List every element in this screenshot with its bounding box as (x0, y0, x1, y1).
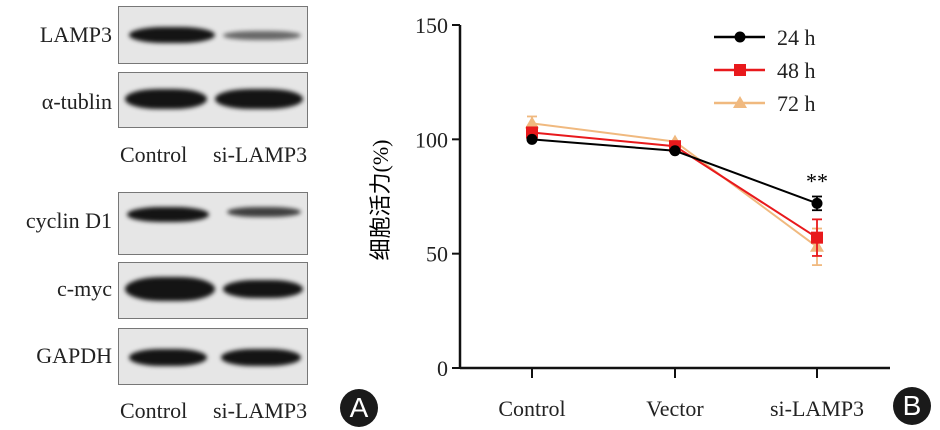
chart-series (525, 115, 824, 267)
chart-legend: 24 h 48 h 72 h (714, 25, 816, 116)
legend-label: 24 h (777, 25, 816, 50)
y-tick-label: 50 (426, 242, 448, 267)
blot-alpha-tublin (118, 72, 308, 128)
blot-cyclin-d1 (118, 192, 308, 255)
lane-label-control-2: Control (120, 398, 188, 423)
band-lamp3-control (129, 27, 215, 43)
legend-label: 72 h (777, 91, 816, 116)
x-tick-label: Control (498, 396, 565, 421)
series-24h (526, 133, 823, 212)
panel-badge-a: A (340, 389, 378, 427)
data-point-circle (526, 133, 538, 145)
series-72h (525, 115, 824, 267)
lane-label-control-1: Control (120, 142, 188, 167)
band-gapdh-si (221, 349, 301, 366)
lane-label-si-1: si-LAMP3 (213, 142, 308, 167)
lane-label-si-2: si-LAMP3 (213, 398, 308, 423)
band-lamp3-si (223, 31, 301, 40)
data-point-circle (811, 197, 823, 209)
significance-annotation: ** (806, 169, 828, 194)
y-tick-label: 0 (437, 356, 448, 381)
data-point-circle (669, 145, 681, 157)
x-tick-label: si-LAMP3 (770, 396, 864, 421)
legend-item-72h: 72 h (714, 91, 816, 116)
data-point-square (811, 231, 823, 244)
band-cyclin-si (227, 207, 301, 217)
band-cmyc-control (125, 277, 215, 301)
panel-badge-b: B (893, 387, 931, 425)
data-point-circle (734, 31, 746, 43)
band-cyclin-control (127, 207, 209, 222)
blot-label-cyclin-d1: cyclin D1 (25, 208, 112, 233)
blot-label-gapdh: GAPDH (36, 343, 112, 368)
blot-label-c-myc: c-myc (57, 276, 112, 301)
y-tick-label: 100 (415, 127, 448, 152)
data-point-square (526, 126, 538, 139)
x-tick-label: Vector (646, 396, 704, 421)
band-tublin-control (125, 89, 207, 109)
blot-lamp3 (118, 6, 308, 64)
blot-label-alpha-tublin: α-tublin (41, 89, 112, 114)
band-tublin-si (215, 89, 303, 109)
data-point-triangle (733, 96, 747, 108)
blot-label-lamp3: LAMP3 (39, 22, 112, 47)
data-point-square (734, 64, 746, 76)
blot-c-myc (118, 262, 308, 319)
band-cmyc-si (223, 280, 303, 298)
band-gapdh-control (129, 349, 207, 366)
y-axis-label: 细胞活力(%) (368, 140, 393, 261)
y-tick-label: 150 (415, 13, 448, 38)
chart-axes: 0 50 100 150 Control Vector si-LAMP3 (415, 13, 890, 421)
blot-gapdh (118, 328, 308, 385)
legend-item-48h: 48 h (714, 58, 816, 83)
data-point-triangle (525, 116, 539, 129)
legend-label: 48 h (777, 58, 816, 83)
legend-item-24h: 24 h (714, 25, 816, 50)
